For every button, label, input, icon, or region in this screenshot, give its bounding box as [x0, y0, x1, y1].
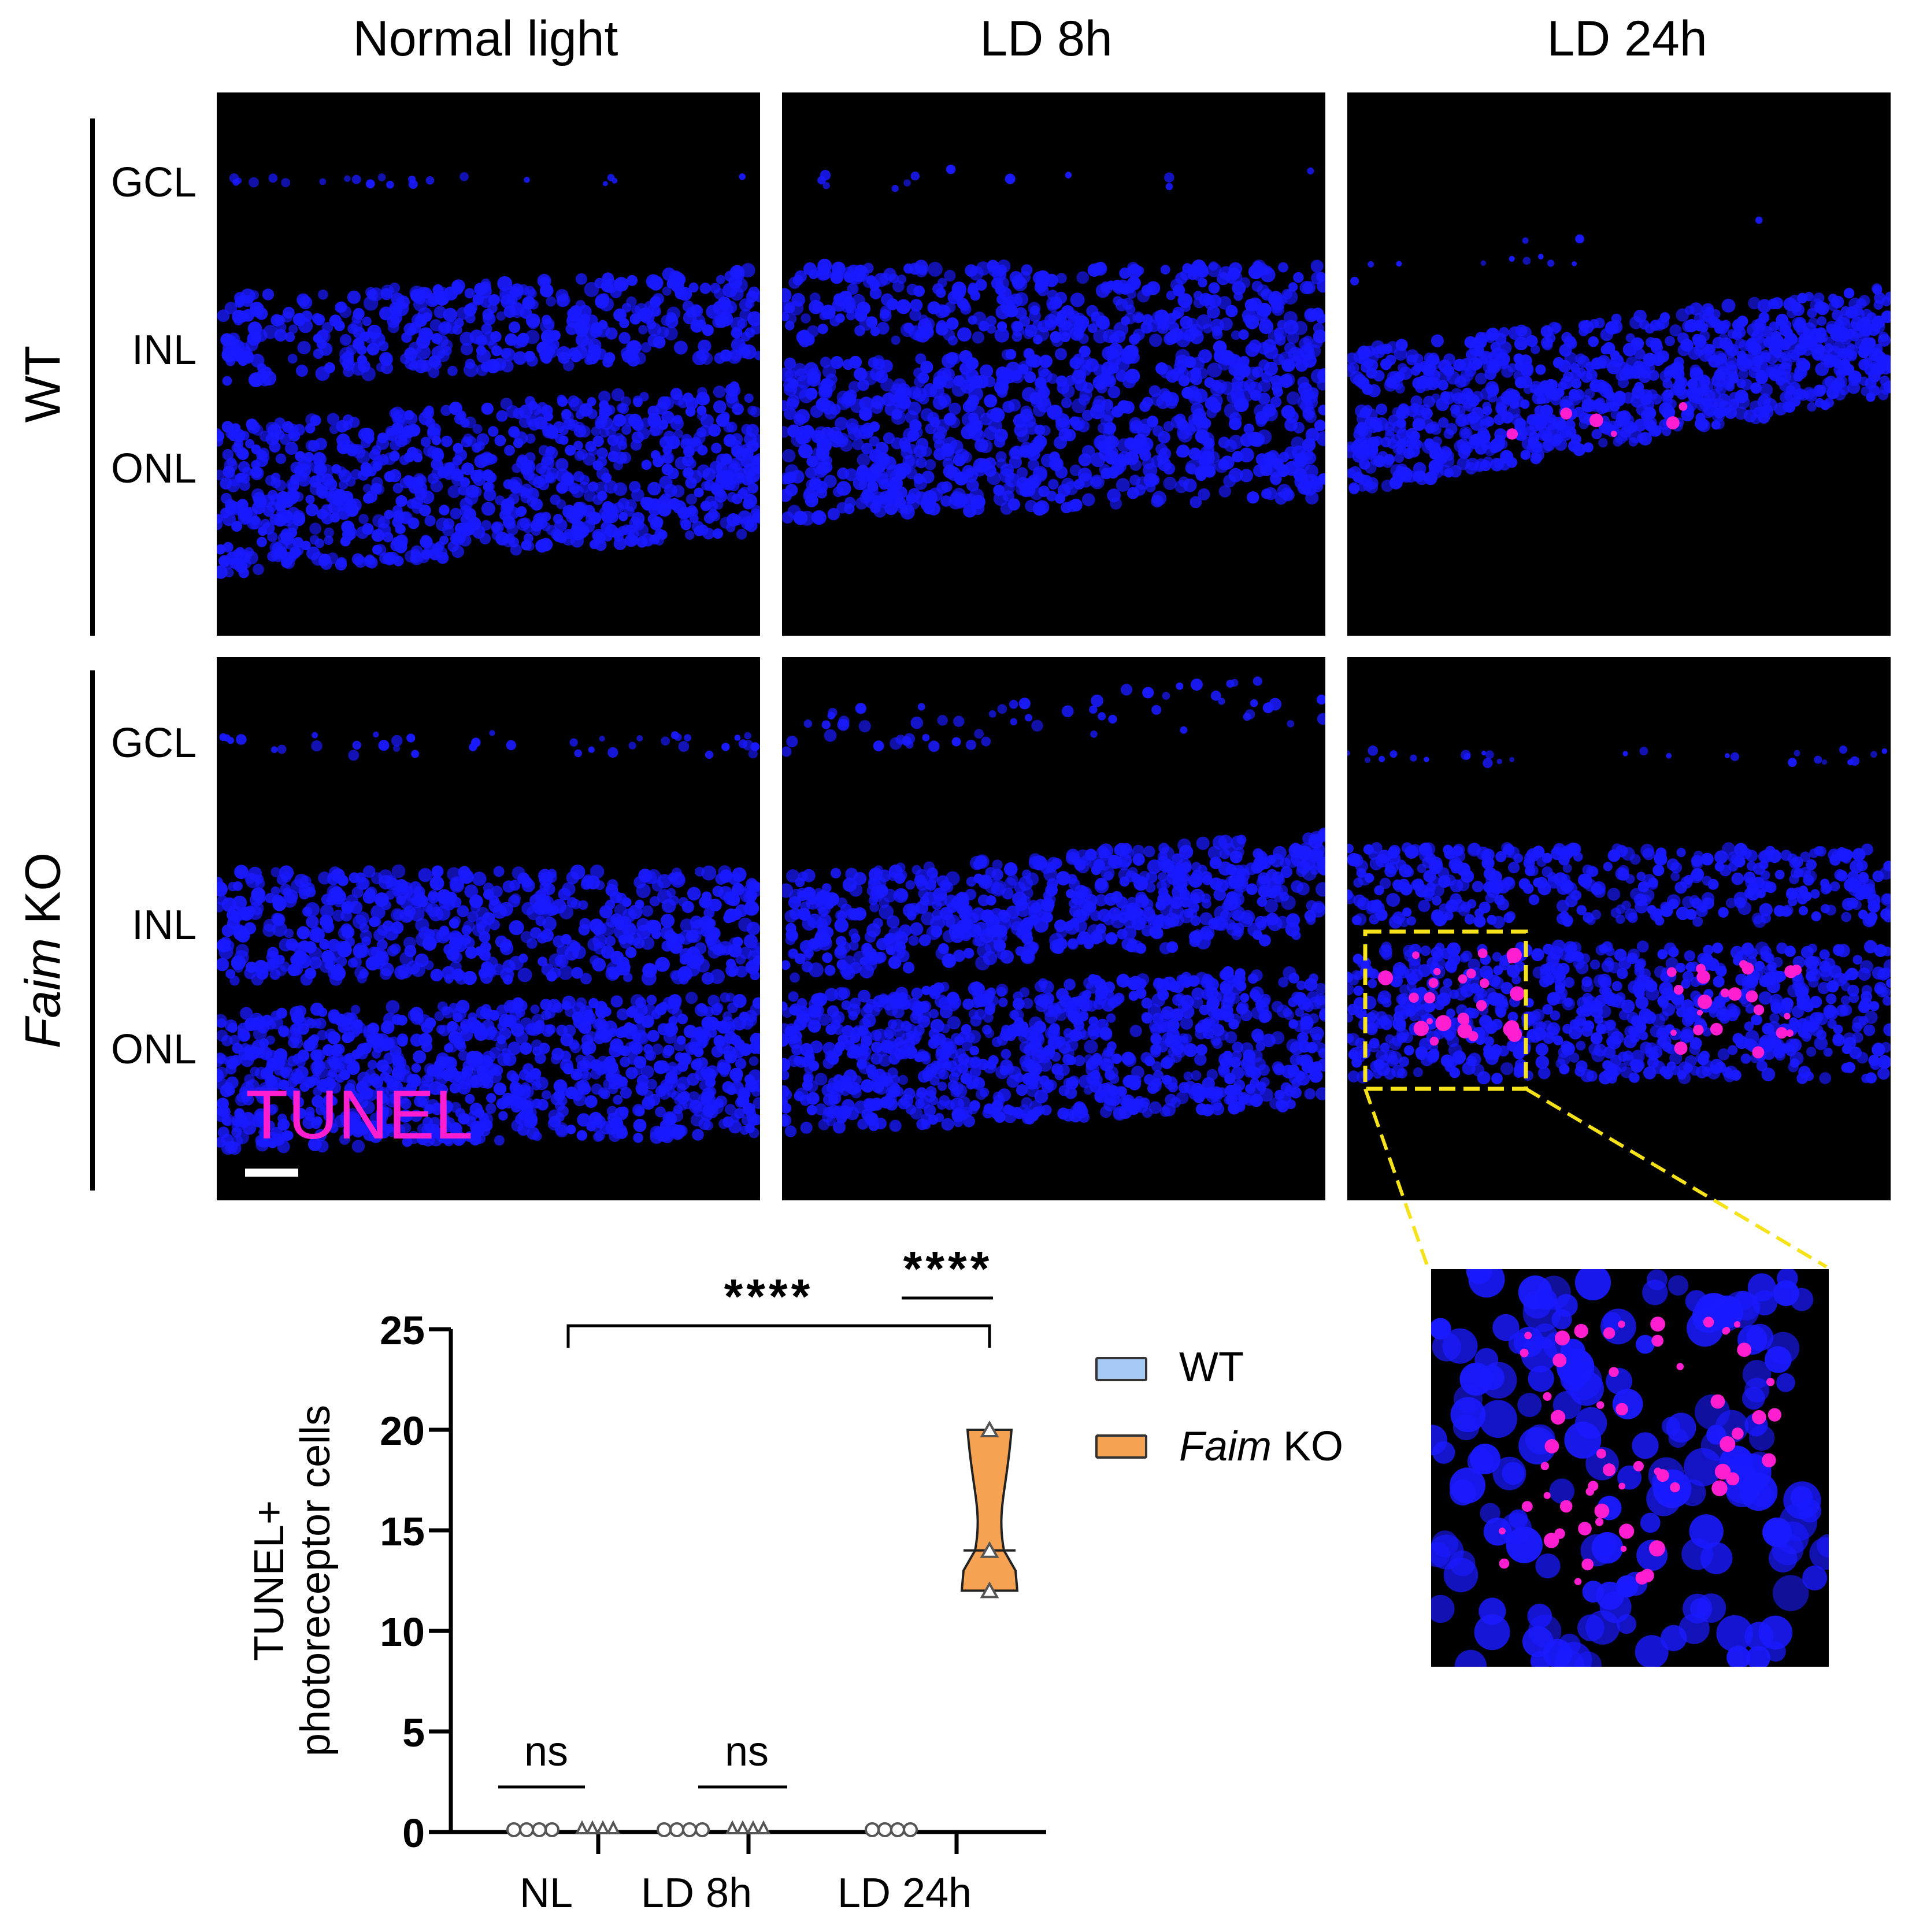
wt-point-2-2 [890, 1822, 905, 1837]
layer-label-onl-top: ONL [110, 446, 197, 492]
layer-label-gcl-top: GCL [110, 160, 197, 206]
legend-label-wt: WT [1179, 1344, 1244, 1390]
x-tick-label-0: NL [520, 1870, 573, 1916]
tunel-stain-label: TUNEL [246, 1076, 473, 1154]
wt-point-1-1 [669, 1822, 684, 1837]
wt-point-1-2 [682, 1822, 697, 1837]
column-title-ld-24h: LD 24h [1547, 11, 1707, 66]
micrograph-ko-normal-light [217, 657, 760, 1200]
layer-label-inl-bottom: INL [131, 902, 197, 948]
y-axis-label: TUNEL+ photoreceptor cells [246, 1405, 339, 1756]
zoom-connector-right [1525, 1087, 1828, 1269]
sig-label-ld24: **** [903, 1241, 993, 1296]
micrograph-wt-ld-24h [1347, 92, 1891, 636]
legend-label-ko-italic: Faim [1179, 1423, 1272, 1470]
ko-point-0-1 [585, 1820, 600, 1834]
wt-point-1-0 [657, 1822, 672, 1837]
micrograph-wt-normal-light [217, 92, 760, 636]
y-axis-label-line2: photoreceptor cells [292, 1405, 339, 1756]
legend-swatch-wt [1095, 1357, 1147, 1381]
ko-point-1-2 [746, 1820, 761, 1834]
ko-point-1-3 [756, 1820, 771, 1834]
legend-label-ko-rest: KO [1272, 1423, 1344, 1470]
micrograph-ko-ld-8h [782, 657, 1325, 1200]
zoom-connector-left [1363, 1088, 1429, 1267]
ko-point-0-0 [575, 1820, 590, 1834]
y-tick-label-20: 20 [380, 1408, 425, 1453]
y-tick-label-25: 25 [380, 1308, 425, 1353]
micrograph-zoom-inset [1431, 1269, 1829, 1667]
legend-swatch-ko [1095, 1434, 1147, 1459]
sig-bracket-nl-vs-ld24 [566, 1324, 991, 1348]
ko-ld24-point-2 [980, 1420, 999, 1437]
scale-bar [245, 1169, 298, 1177]
legend-label-ko: Faim KO [1179, 1423, 1343, 1470]
y-tick-label-10: 10 [380, 1610, 425, 1655]
sig-label-ld8: ns [725, 1729, 769, 1775]
wt-point-2-3 [903, 1822, 918, 1837]
layer-label-inl-top: INL [131, 327, 197, 373]
micrograph-ko-ld-24h [1347, 657, 1891, 1200]
zoom-region-box [1363, 929, 1528, 1091]
wt-point-1-3 [695, 1822, 710, 1837]
wt-point-2-1 [877, 1822, 892, 1837]
ko-point-0-3 [606, 1820, 621, 1834]
wt-point-0-0 [506, 1822, 521, 1837]
ko-point-1-1 [735, 1820, 750, 1834]
layer-label-onl-bottom: ONL [110, 1026, 197, 1073]
row-bracket-ko [90, 670, 95, 1191]
ko-point-1-0 [725, 1820, 740, 1834]
ko-ld24-violin [960, 1429, 1019, 1592]
column-title-ld-8h: LD 8h [980, 11, 1113, 66]
ko-ld24-point-0 [980, 1581, 999, 1599]
column-title-normal-light: Normal light [353, 11, 618, 66]
x-tick-label-2: LD 24h [838, 1870, 972, 1916]
ko-point-0-2 [595, 1820, 610, 1834]
wt-point-0-1 [519, 1822, 534, 1837]
sig-label-nl: ns [524, 1729, 568, 1775]
y-axis-label-line1: TUNEL+ [246, 1500, 292, 1661]
y-tick-label-15: 15 [380, 1509, 425, 1554]
wt-point-0-2 [532, 1822, 547, 1837]
layer-label-gcl-bottom: GCL [110, 720, 197, 766]
row-bracket-wt [90, 118, 95, 636]
ko-ld24-point-1 [980, 1541, 999, 1558]
sig-label-nl-vs-ld24: **** [724, 1269, 814, 1323]
micrograph-wt-ld-8h [782, 92, 1325, 636]
x-tick-label-1: LD 8h [641, 1870, 752, 1916]
wt-point-2-0 [865, 1822, 880, 1837]
wt-point-0-3 [544, 1822, 559, 1837]
y-tick-label-5: 5 [402, 1710, 425, 1755]
y-tick-label-0: 0 [402, 1811, 425, 1856]
